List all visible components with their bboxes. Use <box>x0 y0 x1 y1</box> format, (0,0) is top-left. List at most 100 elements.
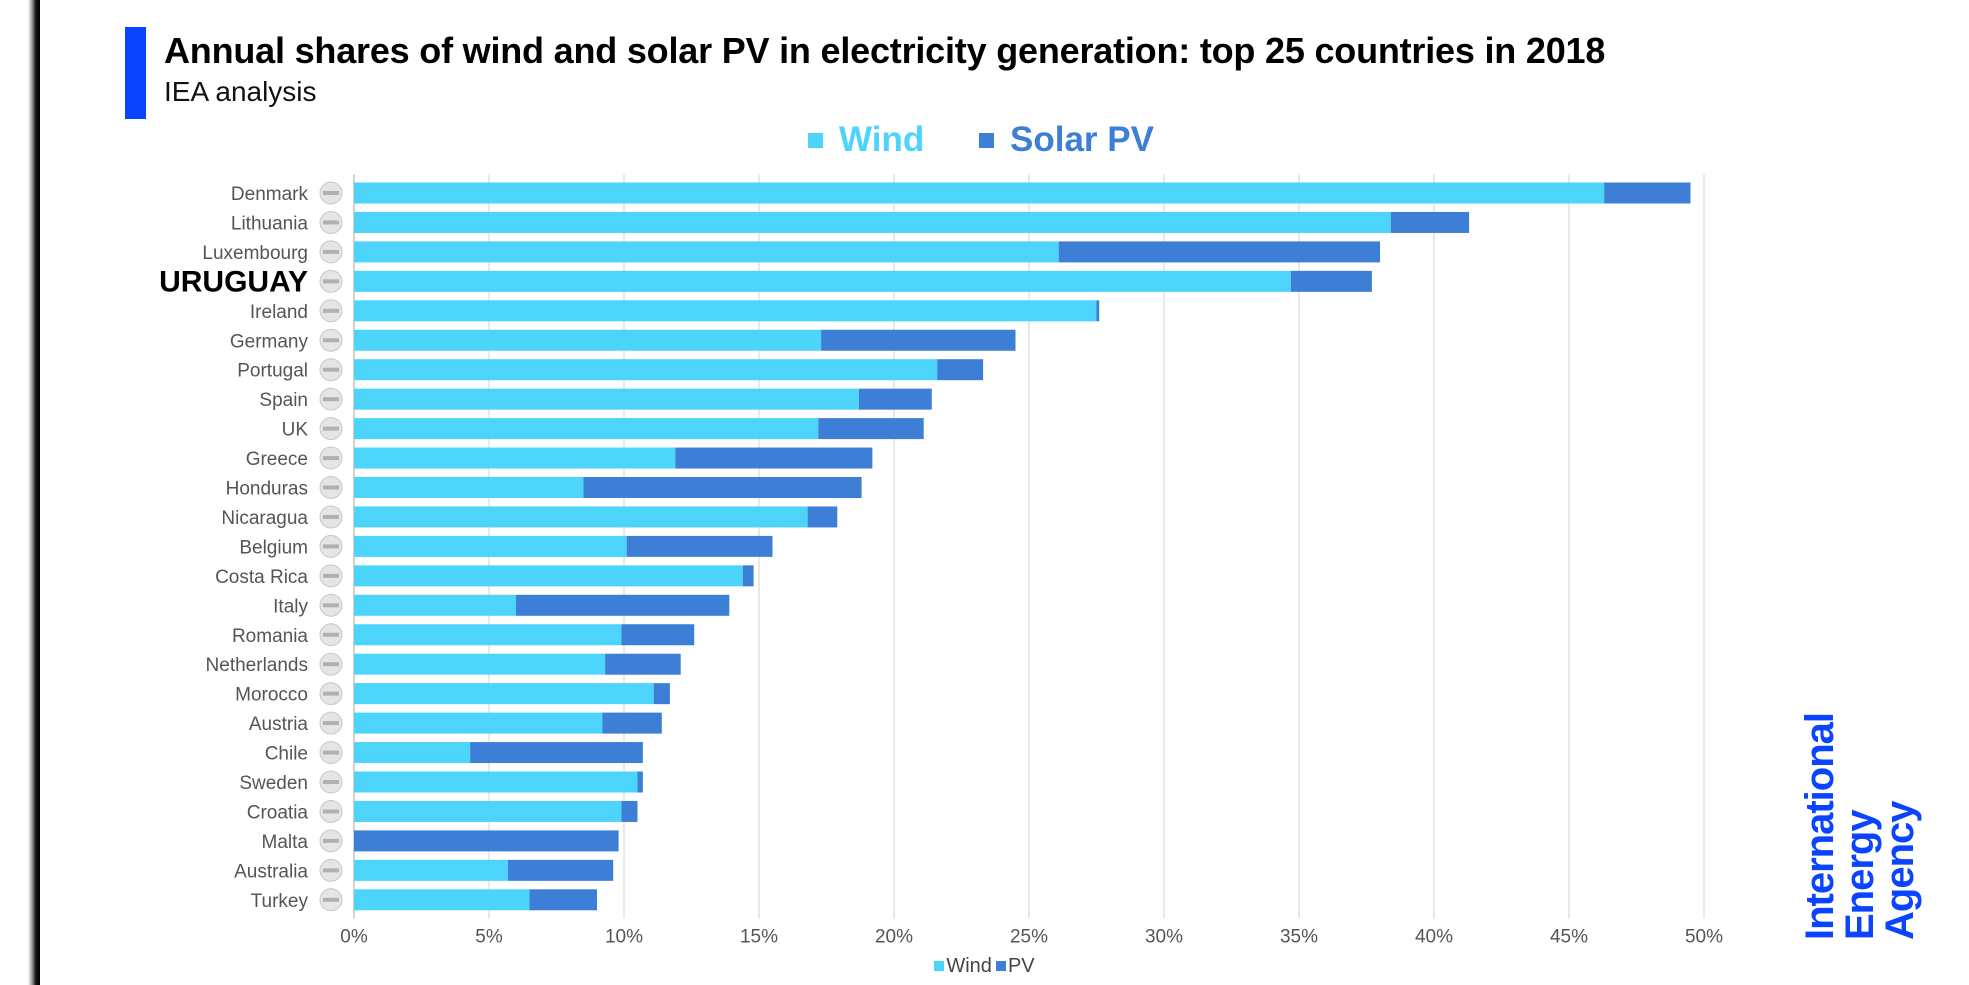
category-label: Australia <box>234 861 308 882</box>
category-label: Honduras <box>226 479 308 500</box>
flag-icon <box>319 888 343 912</box>
category-label: Spain <box>259 390 308 411</box>
top-legend: Wind Solar PV <box>0 120 1969 170</box>
category-label: Netherlands <box>206 655 308 676</box>
x-tick-label: 40% <box>1415 927 1453 948</box>
x-tick-label: 35% <box>1280 927 1318 948</box>
bar-wind-germany <box>354 329 822 351</box>
bottom-legend-label-solar: PV <box>1007 954 1035 977</box>
bar-wind-romania <box>354 624 622 646</box>
x-tick-label: 30% <box>1145 927 1183 948</box>
bottom-legend-item-solar[interactable]: PV <box>995 954 1035 978</box>
bar-solar-costa-rica <box>742 565 754 587</box>
category-label: Morocco <box>235 685 308 706</box>
bar-wind-italy <box>354 594 516 616</box>
category-label: Denmark <box>231 184 309 205</box>
flag-icon <box>319 505 343 529</box>
flag-icon <box>319 534 343 558</box>
bar-wind-netherlands <box>354 653 606 675</box>
flag-icon <box>319 387 343 411</box>
window-left-border <box>0 0 40 985</box>
bar-solar-portugal <box>937 359 984 381</box>
category-label: Greece <box>246 449 308 470</box>
bar-solar-sweden <box>637 771 643 793</box>
x-tick-label: 10% <box>605 927 643 948</box>
bar-wind-luxembourg <box>354 241 1059 263</box>
legend-item-solar[interactable]: Solar PV <box>979 120 1154 160</box>
flag-icon <box>319 623 343 647</box>
bar-solar-germany <box>821 329 1016 351</box>
chart-title: Annual shares of wind and solar PV in el… <box>164 30 1606 71</box>
legend-label-wind: Wind <box>839 120 925 159</box>
category-label: Croatia <box>247 802 309 823</box>
flag-icon <box>319 829 343 853</box>
bar-wind-lithuania <box>354 211 1391 233</box>
bar-wind-morocco <box>354 683 654 705</box>
flag-icon <box>319 858 343 882</box>
flag-icon <box>319 181 343 205</box>
flag-icon <box>319 711 343 735</box>
bar-solar-malta <box>354 830 619 852</box>
bar-solar-netherlands <box>605 653 681 675</box>
bottom-legend: Wind PV <box>0 953 1969 979</box>
legend-swatch-wind <box>808 132 823 148</box>
x-tick-label: 25% <box>1010 927 1048 948</box>
bar-solar-belgium <box>626 535 773 557</box>
category-label: Malta <box>262 832 309 853</box>
iea-logo: International Energy Agency <box>1798 680 1922 940</box>
category-label: Germany <box>230 331 309 352</box>
legend-label-solar: Solar PV <box>1010 120 1154 159</box>
bar-wind-nicaragua <box>354 506 808 528</box>
bar-wind-belgium <box>354 535 627 557</box>
bar-solar-australia <box>507 859 614 881</box>
bar-wind-costa-rica <box>354 565 743 587</box>
bar-wind-spain <box>354 388 859 410</box>
logo-line-1: International <box>1798 712 1842 940</box>
bar-wind-australia <box>354 859 508 881</box>
bar-solar-croatia <box>621 800 638 822</box>
x-tick-label: 15% <box>740 927 778 948</box>
bar-wind-denmark <box>354 182 1605 204</box>
flag-icon <box>319 770 343 794</box>
bar-solar-luxembourg <box>1058 241 1380 263</box>
category-label: UK <box>282 420 309 441</box>
x-tick-label: 0% <box>340 927 368 948</box>
bar-wind-uruguay <box>354 270 1291 292</box>
bar-solar-ireland <box>1096 300 1100 322</box>
legend-item-wind[interactable]: Wind <box>808 120 924 160</box>
bar-wind-chile <box>354 742 471 764</box>
flag-icon <box>319 417 343 441</box>
logo-line-2: Energy Agency <box>1838 801 1922 941</box>
flag-icon <box>319 476 343 499</box>
bar-solar-romania <box>621 624 695 646</box>
bar-solar-turkey <box>529 889 597 911</box>
category-label: Costa Rica <box>215 567 308 588</box>
flag-icon <box>319 269 343 293</box>
flag-icon <box>319 652 343 676</box>
x-tick-label: 20% <box>875 927 913 948</box>
category-label: Sweden <box>239 773 308 794</box>
bar-solar-denmark <box>1604 182 1691 204</box>
category-label: Ireland <box>250 302 308 323</box>
category-label: Austria <box>249 714 309 735</box>
bar-wind-ireland <box>354 300 1097 322</box>
bar-solar-honduras <box>583 477 862 498</box>
flag-icon <box>319 210 343 234</box>
category-label: Italy <box>273 596 308 617</box>
bar-solar-italy <box>516 594 730 616</box>
category-label: Portugal <box>237 361 308 382</box>
category-label: Belgium <box>239 537 308 558</box>
legend-swatch-solar <box>979 132 994 148</box>
flag-icon <box>319 682 343 706</box>
bar-solar-uruguay <box>1290 270 1372 292</box>
flag-icon <box>319 593 343 617</box>
category-label: Turkey <box>251 891 309 912</box>
bar-solar-greece <box>675 447 873 469</box>
category-label: URUGUAY <box>159 265 308 298</box>
bar-solar-chile <box>470 742 643 764</box>
bottom-legend-label-wind: Wind <box>946 954 992 977</box>
flag-icon <box>319 299 343 323</box>
bottom-legend-item-wind[interactable]: Wind <box>934 955 992 978</box>
x-tick-label: 50% <box>1685 927 1723 948</box>
